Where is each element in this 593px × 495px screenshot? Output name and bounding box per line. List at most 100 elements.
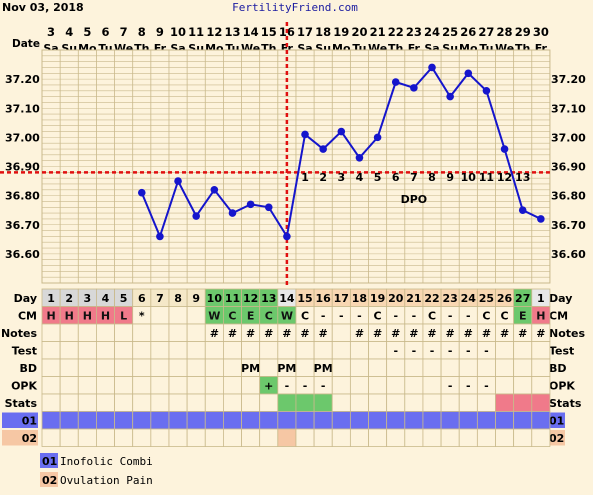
y-tick-left: 37.10: [5, 102, 40, 115]
row01-cell: [440, 411, 460, 430]
stats-cell: [386, 393, 406, 412]
test-cell: [222, 341, 242, 360]
opk-cell: [59, 376, 79, 395]
notes-cell: [331, 323, 351, 342]
notes-value: #: [373, 327, 382, 340]
day-value: 10: [207, 292, 223, 305]
temperature-point: [355, 153, 364, 162]
stats-cell: [404, 393, 424, 412]
temperature-point: [464, 69, 473, 78]
stats-cell: [114, 393, 134, 412]
row01-cell: [368, 411, 388, 430]
date-row-label: Date: [12, 38, 40, 50]
opk-cell: [114, 376, 134, 395]
bd-cell: [59, 358, 79, 377]
cm-value: C: [428, 310, 436, 323]
test-cell: [277, 341, 297, 360]
row02-label-box-right: [547, 430, 565, 446]
bd-cell: [422, 358, 442, 377]
test-cell: [331, 341, 351, 360]
stats-cell: [59, 393, 79, 412]
opk-cell: [96, 376, 115, 395]
row02-label-right: 02: [549, 432, 564, 445]
date-number: 13: [224, 25, 240, 39]
row02-cell: [41, 428, 61, 447]
row02-cell: [513, 428, 533, 447]
test-cell: [495, 341, 515, 360]
row01-cell: [495, 411, 515, 430]
date-number: 18: [315, 25, 331, 39]
notes-cell: [186, 323, 206, 342]
test-cell: [204, 341, 224, 360]
temperature-point: [500, 145, 509, 153]
bd-cell: [476, 358, 496, 377]
stats-label-left: Stats: [5, 397, 38, 410]
day-value: 6: [138, 292, 146, 305]
date-number: 20: [351, 25, 367, 39]
test-cell: [96, 341, 115, 360]
notes-value: #: [210, 327, 219, 340]
row01-cell: [186, 411, 206, 430]
cm-cell: [168, 306, 188, 325]
row02-cell: [132, 428, 152, 447]
bd-cell: [114, 358, 134, 377]
opk-cell: [204, 376, 224, 395]
test-cell: [513, 341, 533, 360]
date-number: 8: [138, 25, 146, 39]
y-tick-right: 36.80: [551, 190, 586, 203]
temperature-point: [428, 63, 436, 72]
date-number: 22: [388, 25, 404, 39]
row01-cell: [77, 411, 97, 430]
bd-cell: [331, 358, 351, 377]
date-number: 27: [478, 25, 494, 39]
cm-value: -: [448, 310, 453, 323]
row02-cell: [114, 428, 134, 447]
cm-value: -: [357, 310, 362, 323]
row02-cell: [404, 428, 424, 447]
cm-value: C: [265, 310, 273, 323]
notes-cell: [150, 323, 170, 342]
day-label-left: Day: [14, 292, 37, 305]
test-value: -: [448, 345, 453, 358]
stats-cell: [259, 393, 279, 412]
y-tick-right: 36.70: [551, 219, 586, 232]
bd-cell: [531, 358, 551, 377]
bd-cell: [41, 358, 61, 377]
dpo-number: 1: [301, 171, 309, 184]
date-number: 4: [65, 25, 73, 39]
row01-cell: [168, 411, 188, 430]
opk-cell: [331, 376, 351, 395]
row02-cell: [495, 428, 515, 447]
cm-cell: [186, 306, 206, 325]
stats-cell: [440, 393, 460, 412]
row02-cell: [150, 428, 170, 447]
bd-cell: [440, 358, 460, 377]
legend-code: 02: [42, 474, 57, 487]
notes-value: #: [282, 327, 291, 340]
day-value: 16: [316, 292, 332, 305]
stats-cell: [186, 393, 206, 412]
opk-cell: [368, 376, 388, 395]
day-value: 12: [243, 292, 258, 305]
day-value: 19: [370, 292, 385, 305]
day-value: 1: [47, 292, 55, 305]
dpo-number: 2: [319, 171, 327, 184]
row01-cell: [222, 411, 242, 430]
row02-cell: [168, 428, 188, 447]
bd-value: PM: [277, 362, 296, 375]
stats-cell: [204, 393, 224, 412]
opk-cell: [513, 376, 533, 395]
opk-value: -: [285, 380, 290, 393]
bd-cell: [368, 358, 388, 377]
stats-cell: [368, 393, 388, 412]
row01-cell: [331, 411, 351, 430]
test-cell: [59, 341, 79, 360]
test-cell: [241, 341, 261, 360]
y-tick-left: 37.00: [5, 131, 40, 144]
test-cell: [150, 341, 170, 360]
row01-cell: [132, 411, 152, 430]
cm-value: H: [65, 310, 74, 323]
day-value: 2: [65, 292, 73, 305]
temperature-point: [174, 177, 182, 185]
row01-cell: [386, 411, 406, 430]
